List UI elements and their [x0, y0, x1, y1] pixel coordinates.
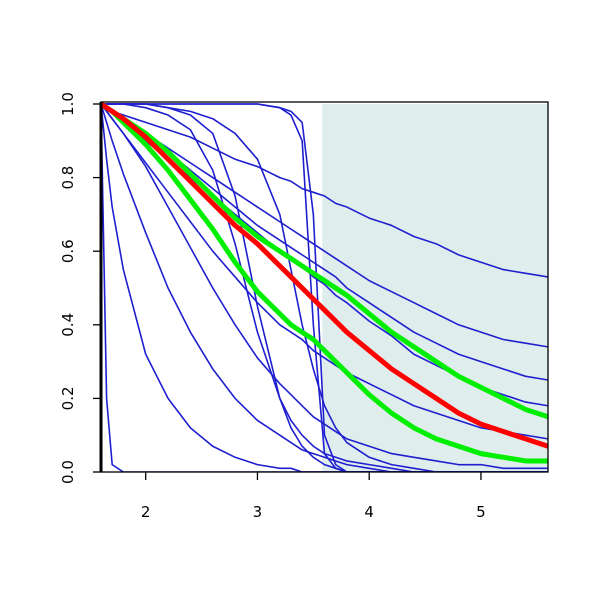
x-tick-label: 5: [476, 503, 486, 521]
y-tick-label: 0.4: [59, 313, 77, 337]
x-tick-label: 2: [141, 503, 151, 521]
series-line: [101, 103, 548, 440]
series-line: [101, 101, 548, 464]
series-line: [101, 103, 548, 278]
y-tick-label: 0.8: [59, 166, 77, 190]
y-tick-label: 0.6: [59, 239, 77, 263]
series-line: [101, 103, 548, 472]
x-tick-label: 4: [364, 503, 374, 521]
y-tick-label: 0.2: [59, 386, 77, 410]
y-tick-label: 0.0: [59, 460, 77, 484]
shaded-region: [322, 104, 548, 472]
y-tick-label: 1.0: [59, 92, 77, 116]
series-line: [101, 103, 548, 470]
series-line: [101, 103, 548, 472]
series-line: [101, 103, 548, 472]
series-line: [101, 101, 548, 449]
x-tick-label: 3: [253, 503, 263, 521]
series-line: [101, 101, 548, 420]
series-line: [101, 103, 548, 472]
